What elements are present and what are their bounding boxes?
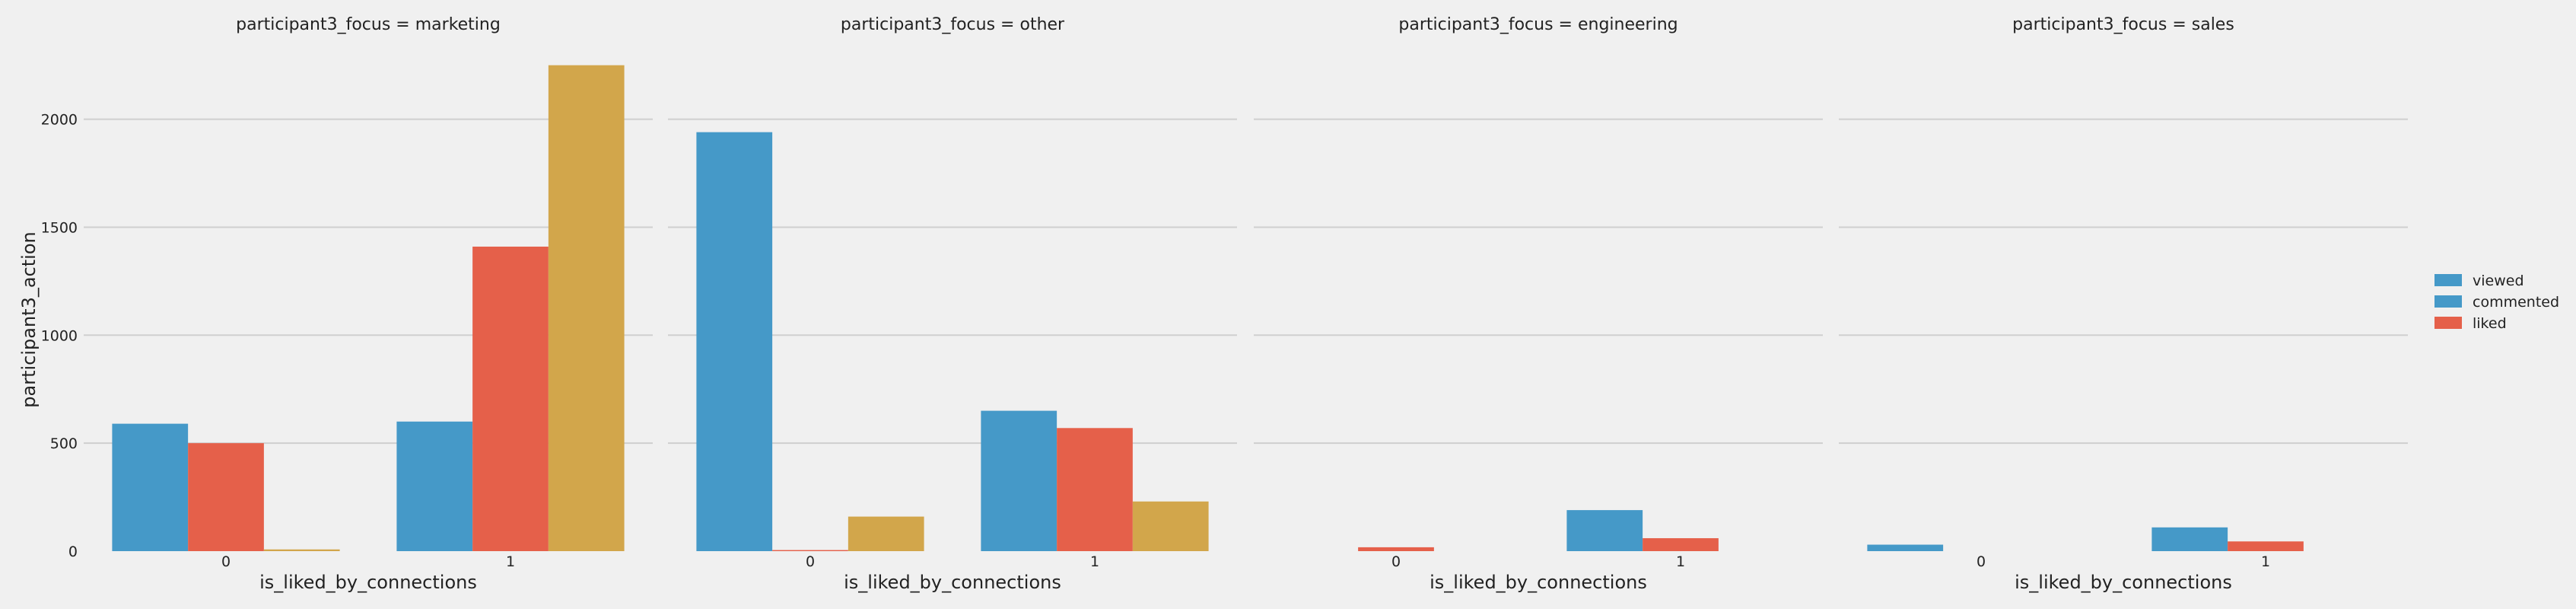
facet-title: participant3_focus = other: [841, 15, 1065, 34]
legend-swatch: [2434, 317, 2462, 329]
x-axis-label: is_liked_by_connections: [1430, 572, 1647, 593]
bar: [1643, 537, 1719, 551]
facet-panel: 0 1 participant3_focus = engineering is_lik…: [1254, 15, 1823, 593]
x-tick-label: 0: [221, 553, 231, 570]
legend-label: commented: [2473, 294, 2559, 311]
bar: [472, 246, 549, 551]
x-tick-label: 1: [2261, 553, 2270, 570]
bar: [112, 423, 189, 551]
bar: [548, 65, 625, 551]
x-tick-label: 1: [506, 553, 515, 570]
x-axis-label: is_liked_by_connections: [844, 572, 1061, 593]
y-tick-label: 0: [68, 544, 78, 560]
facet-title: participant3_focus = marketing: [236, 15, 501, 34]
x-tick-label: 0: [1977, 553, 1986, 570]
facet-panel: 0 1 participant3_focus = other is_liked_by_…: [668, 15, 1237, 593]
bar: [1132, 501, 1209, 551]
x-tick-label: 0: [1391, 553, 1401, 570]
x-tick-label: 1: [1090, 553, 1099, 570]
bar: [772, 550, 848, 551]
legend-entry: liked: [2434, 315, 2507, 332]
bar: [981, 410, 1057, 551]
legend-entry: commented: [2434, 294, 2559, 311]
x-axis-label: is_liked_by_connections: [259, 572, 477, 593]
bar: [1057, 428, 1133, 551]
facet-title: participant3_focus = engineering: [1398, 15, 1678, 34]
bar: [1358, 547, 1434, 551]
y-tick-label: 1000: [41, 327, 78, 344]
y-tick-label: 500: [50, 435, 78, 452]
bar: [188, 443, 264, 551]
bar: [263, 549, 340, 551]
bar: [2151, 527, 2228, 551]
legend-entry: viewed: [2434, 273, 2524, 289]
bar: [1566, 510, 1643, 551]
bar: [1867, 544, 1944, 551]
y-tick-label: 1500: [41, 219, 78, 236]
bar: [848, 516, 924, 551]
legend-label: liked: [2473, 315, 2507, 332]
x-axis-label: is_liked_by_connections: [2015, 572, 2232, 593]
facet-title: participant3_focus = sales: [2012, 15, 2234, 34]
legend-swatch: [2434, 274, 2462, 286]
y-axis-label: participant3_action: [18, 231, 40, 407]
facet-panel: 0 1 participant3_focus = sales is_liked_by_…: [1839, 15, 2408, 593]
bar: [696, 132, 773, 551]
x-tick-label: 1: [1676, 553, 1685, 570]
legend: viewed commented liked: [2434, 273, 2559, 332]
legend-label: viewed: [2473, 273, 2524, 289]
bar: [396, 421, 473, 551]
legend-swatch: [2434, 295, 2462, 308]
facet-panel: 0 500 1000 1500 2000 0 1 participant3_focus = m…: [41, 15, 653, 593]
x-tick-label: 0: [806, 553, 815, 570]
y-tick-label: 2000: [41, 112, 78, 129]
bar: [2228, 541, 2304, 551]
